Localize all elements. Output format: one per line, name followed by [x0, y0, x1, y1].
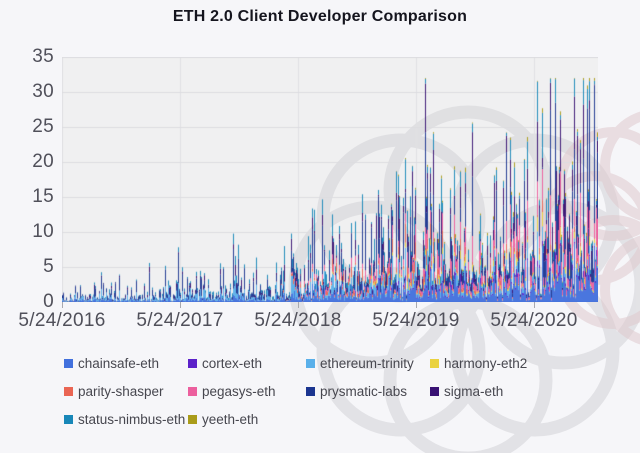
- legend-label: status-nimbus-eth: [78, 412, 186, 427]
- legend-label: parity-shasper: [78, 384, 164, 399]
- x-tick-label: 5/24/2019: [372, 310, 460, 331]
- legend-swatch-icon: [188, 387, 197, 396]
- legend-label: cortex-eth: [202, 356, 263, 371]
- x-tick: [62, 302, 63, 308]
- y-tick-label: 0: [43, 291, 54, 312]
- y-tick-label: 15: [32, 186, 54, 207]
- x-tick-label: 5/24/2017: [136, 310, 224, 331]
- x-tick: [534, 302, 535, 308]
- legend-item-harmony-eth2: harmony-eth2: [430, 356, 624, 371]
- legend-swatch-icon: [64, 387, 73, 396]
- x-tick: [298, 302, 299, 308]
- legend-swatch-icon: [430, 359, 439, 368]
- legend-swatch-icon: [430, 387, 439, 396]
- y-tick-label: 5: [43, 256, 54, 277]
- x-tick: [180, 302, 181, 308]
- y-tick-label: 30: [32, 81, 54, 102]
- legend-label: sigma-eth: [444, 384, 504, 399]
- legend-label: yeeth-eth: [202, 412, 259, 427]
- legend-item-sigma-eth: sigma-eth: [430, 384, 624, 399]
- legend-swatch-icon: [306, 359, 315, 368]
- x-tick: [416, 302, 417, 308]
- legend-swatch-icon: [64, 359, 73, 368]
- legend-label: harmony-eth2: [444, 356, 528, 371]
- y-tick-label: 10: [32, 221, 54, 242]
- legend-label: prysmatic-labs: [320, 384, 408, 399]
- chart-canvas: [62, 57, 598, 302]
- legend-item-prysmatic-labs: prysmatic-labs: [306, 384, 430, 399]
- legend-label: ethereum-trinity: [320, 356, 414, 371]
- legend-swatch-icon: [306, 387, 315, 396]
- x-tick-label: 5/24/2018: [254, 310, 342, 331]
- legend-item-ethereum-trinity: ethereum-trinity: [306, 356, 430, 371]
- y-tick-label: 35: [32, 46, 54, 67]
- legend-item-chainsafe-eth: chainsafe-eth: [64, 356, 188, 371]
- y-tick-label: 20: [32, 151, 54, 172]
- legend-swatch-icon: [188, 359, 197, 368]
- chart-title: ETH 2.0 Client Developer Comparison: [172, 8, 468, 25]
- legend-label: pegasys-eth: [202, 384, 276, 399]
- legend-swatch-icon: [188, 415, 197, 424]
- legend-item-parity-shasper: parity-shasper: [64, 384, 188, 399]
- y-tick-label: 25: [32, 116, 54, 137]
- legend-label: chainsafe-eth: [78, 356, 160, 371]
- legend: chainsafe-eth cortex-eth ethereum-trinit…: [64, 356, 624, 427]
- legend-item-yeeth-eth: yeeth-eth: [188, 412, 306, 427]
- x-tick-label: 5/24/2020: [490, 310, 578, 331]
- x-tick-label: 5/24/2016: [18, 310, 106, 331]
- legend-item-status-nimbus-eth: status-nimbus-eth: [64, 412, 188, 427]
- legend-item-cortex-eth: cortex-eth: [188, 356, 306, 371]
- legend-swatch-icon: [64, 415, 73, 424]
- legend-item-pegasys-eth: pegasys-eth: [188, 384, 306, 399]
